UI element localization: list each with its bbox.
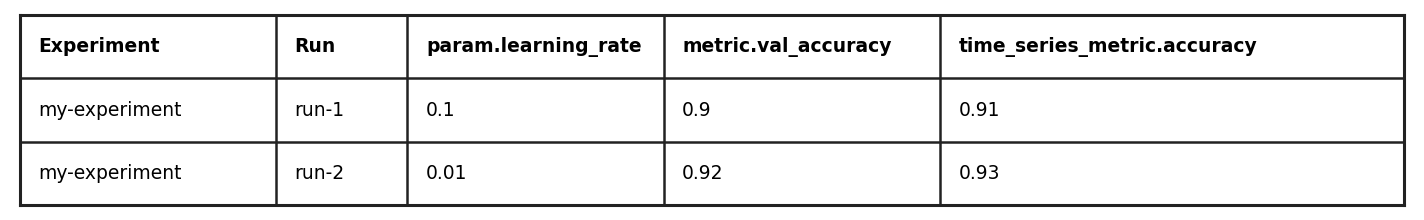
- Text: 0.91: 0.91: [958, 101, 1001, 119]
- Text: time_series_metric.accuracy: time_series_metric.accuracy: [958, 37, 1257, 57]
- Text: 0.92: 0.92: [682, 163, 723, 183]
- Text: 0.9: 0.9: [682, 101, 712, 119]
- Text: my-experiment: my-experiment: [38, 163, 182, 183]
- Bar: [20, 15, 1404, 205]
- Text: 0.1: 0.1: [426, 101, 456, 119]
- Text: run-2: run-2: [295, 163, 345, 183]
- Text: run-1: run-1: [295, 101, 345, 119]
- Text: 0.01: 0.01: [426, 163, 467, 183]
- Text: metric.val_accuracy: metric.val_accuracy: [682, 37, 891, 57]
- Text: Experiment: Experiment: [38, 37, 159, 57]
- Text: param.learning_rate: param.learning_rate: [426, 37, 642, 57]
- Text: 0.93: 0.93: [958, 163, 1001, 183]
- Text: my-experiment: my-experiment: [38, 101, 182, 119]
- Text: Run: Run: [295, 37, 336, 57]
